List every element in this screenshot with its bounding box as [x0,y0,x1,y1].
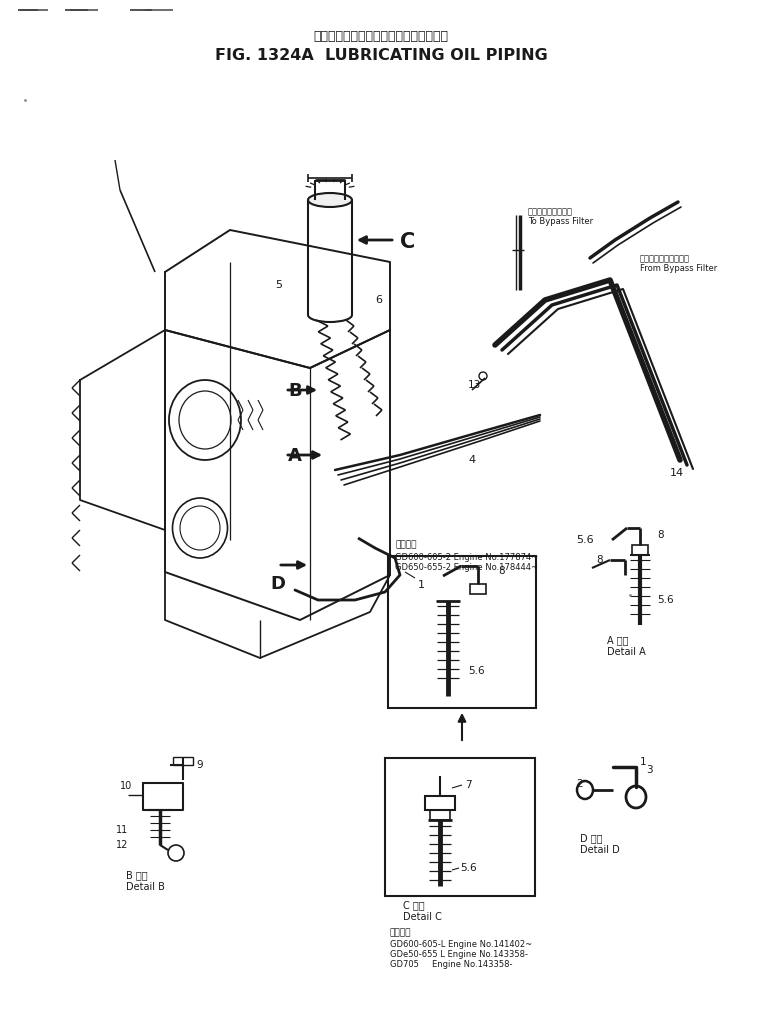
Text: 9: 9 [196,760,203,770]
Text: 12: 12 [116,840,128,850]
Text: 5: 5 [275,280,282,290]
Text: GD650-655-2 Engine No.178444~: GD650-655-2 Engine No.178444~ [395,563,538,572]
Text: A: A [288,447,302,465]
Text: To Bypass Filter: To Bypass Filter [528,217,593,226]
Text: 3: 3 [646,765,652,775]
Text: 2: 2 [576,779,583,789]
Text: 8: 8 [498,566,504,576]
Text: GD600-605-2 Engine No.177874~: GD600-605-2 Engine No.177874~ [395,553,538,562]
Text: 10: 10 [120,781,132,791]
Text: GDe50-655 L Engine No.143358-: GDe50-655 L Engine No.143358- [390,950,528,959]
Text: 7: 7 [465,780,472,790]
Text: 14: 14 [670,468,684,478]
Text: 8: 8 [657,530,664,540]
Text: 11: 11 [116,825,128,835]
Text: B: B [288,382,301,400]
Text: 5.6: 5.6 [576,535,594,545]
Text: B 詳細: B 詳細 [126,870,147,880]
Bar [385,758,535,896]
Text: Detail C: Detail C [403,912,442,922]
Text: バイパスフィルタから: バイパスフィルタから [640,254,690,263]
Text: 13: 13 [468,380,481,390]
Text: C 詳細: C 詳細 [403,900,425,910]
Text: D: D [270,575,285,593]
Text: 1: 1 [418,580,425,590]
Bar [632,545,648,555]
Text: GD705     Engine No.143358-: GD705 Engine No.143358- [390,960,513,969]
Text: C: C [400,232,415,252]
Text: バイパスフィルタへ: バイパスフィルタへ [528,207,573,216]
Text: 4: 4 [468,455,475,465]
Text: A 詳細: A 詳細 [607,635,629,645]
Text: 5.6: 5.6 [460,863,477,873]
Text: 6: 6 [375,295,382,305]
Bar [388,556,536,708]
Text: GD600-605-L Engine No.141402~: GD600-605-L Engine No.141402~ [390,940,532,949]
Bar [173,757,193,765]
Text: 5.6: 5.6 [657,595,674,605]
Bar [430,810,450,820]
Text: D 詳細: D 詳細 [580,833,603,843]
Bar [425,796,455,810]
Ellipse shape [308,193,352,207]
Text: Detail D: Detail D [580,845,620,855]
Text: 1: 1 [640,757,646,766]
Text: Detail B: Detail B [126,882,165,892]
Text: ルーブリケーティングオイルパイピング: ルーブリケーティングオイルパイピング [314,30,449,43]
Text: 適用範囲: 適用範囲 [390,928,411,937]
Bar [470,584,486,594]
Text: Detail A: Detail A [607,647,645,657]
Text: 適用範囲: 適用範囲 [395,540,417,549]
Text: 5.6: 5.6 [468,666,485,676]
Text: FIG. 1324A  LUBRICATING OIL PIPING: FIG. 1324A LUBRICATING OIL PIPING [214,48,547,63]
Text: From Bypass Filter: From Bypass Filter [640,264,717,273]
Text: 8: 8 [596,555,603,565]
